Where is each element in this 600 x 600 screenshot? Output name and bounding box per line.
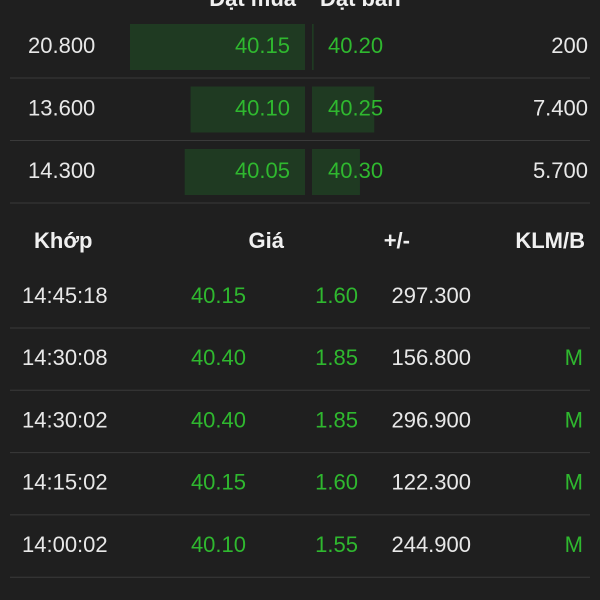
trade-price: 40.10	[191, 532, 246, 557]
trade-time: 14:30:02	[22, 407, 108, 432]
trade-price: 40.15	[191, 283, 246, 308]
trade-time: 14:30:08	[22, 345, 108, 370]
header-ask: Đặt bán	[320, 0, 401, 11]
bid-price: 40.05	[235, 158, 290, 183]
ask-price: 40.30	[328, 158, 383, 183]
trade-volume: 122.300	[391, 470, 471, 495]
ask-volume: 200	[551, 33, 588, 58]
trade-change: 1.85	[315, 345, 358, 370]
trade-change: 1.60	[315, 470, 358, 495]
trade-time: 14:45:18	[22, 283, 108, 308]
trade-volume: 244.900	[391, 532, 471, 557]
ask-depth-bar	[312, 86, 375, 133]
trade-side: M	[565, 532, 583, 557]
ask-price: 40.20	[328, 33, 383, 58]
ask-depth-bar	[312, 24, 314, 70]
bid-volume: 13.600	[28, 95, 95, 120]
trade-volume: 297.300	[391, 283, 471, 308]
bid-price: 40.10	[235, 95, 290, 120]
trade-header: +/-	[384, 228, 410, 253]
ask-depth-bar	[312, 149, 360, 195]
trade-change: 1.85	[315, 407, 358, 432]
trade-header: KLM/B	[515, 228, 585, 253]
trade-volume: 296.900	[391, 407, 471, 432]
trade-side: M	[565, 345, 583, 370]
ask-volume: 7.400	[533, 95, 588, 120]
trade-price: 40.40	[191, 345, 246, 370]
bid-depth-bar	[184, 149, 305, 195]
trade-side: M	[565, 470, 583, 495]
trade-volume: 156.800	[391, 345, 471, 370]
bid-volume: 14.300	[28, 158, 95, 183]
header-bid: Đặt mua	[209, 0, 297, 11]
trade-time: 14:00:02	[22, 532, 108, 557]
bid-price: 40.15	[235, 33, 290, 58]
trade-price: 40.15	[191, 470, 246, 495]
trade-side: M	[565, 407, 583, 432]
trade-price: 40.40	[191, 407, 246, 432]
trade-header: Giá	[249, 228, 285, 253]
trade-change: 1.60	[315, 283, 358, 308]
bid-depth-bar	[190, 86, 305, 133]
ask-volume: 5.700	[533, 158, 588, 183]
trade-time: 14:15:02	[22, 470, 108, 495]
trade-change: 1.55	[315, 532, 358, 557]
ask-price: 40.25	[328, 95, 383, 120]
trade-header: Khớp	[34, 228, 92, 253]
bid-volume: 20.800	[28, 33, 95, 58]
bid-depth-bar	[130, 24, 305, 70]
